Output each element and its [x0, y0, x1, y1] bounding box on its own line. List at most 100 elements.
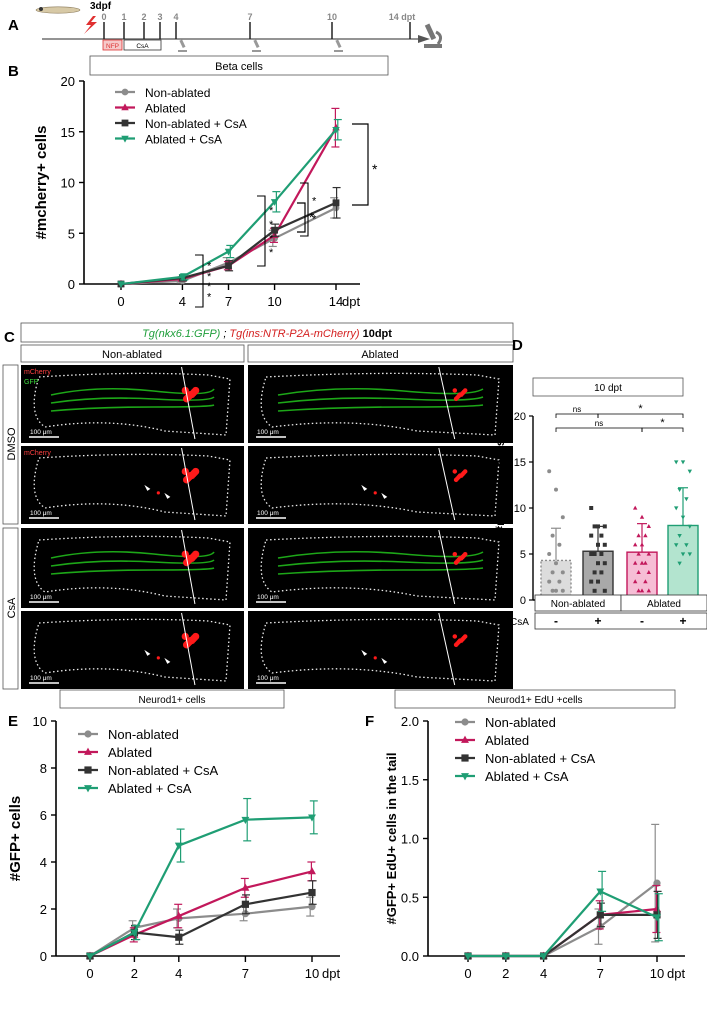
chart-d-y-tick-label: 5 [520, 549, 526, 561]
legend-label: Non-ablated + CsA [485, 751, 596, 766]
data-point [174, 911, 183, 919]
chart-b-x-tick-label: 7 [225, 294, 232, 309]
scatter-point [646, 588, 651, 593]
scatter-point [684, 543, 689, 548]
scatter-point [589, 533, 594, 538]
data-point [271, 226, 278, 234]
scatter-point [589, 579, 594, 584]
chart-d-plot: 0 5 10 15 20 #mCherry+ cells ns * ns * [493, 403, 699, 607]
spacer [536, 405, 538, 407]
mcherry-cluster [186, 472, 195, 480]
panel-letter-d: D [512, 337, 523, 354]
legend-marker [84, 785, 92, 793]
panel-letter-e: E [8, 713, 18, 730]
scatter-point [643, 533, 648, 538]
chart-d-y-tick-label: 15 [514, 457, 526, 469]
csa-box [123, 39, 162, 51]
series-line-ablated [468, 907, 658, 958]
title-separator: ; [223, 328, 226, 340]
legend-marker [461, 773, 469, 781]
mcherry-cluster [452, 634, 458, 639]
gfp-duct-network [50, 404, 215, 412]
scatter-point [674, 543, 679, 548]
legend-label: Non-ablated + CsA [145, 117, 247, 131]
mcherry-cluster [192, 550, 200, 558]
scatter-point [554, 487, 558, 492]
microscope-part [334, 50, 343, 52]
chart-e-y-tick-label: 4 [40, 855, 47, 870]
microscope-part [335, 39, 342, 49]
scatter-point [599, 533, 604, 538]
title-mcherry-line: Tg(ins:NTR-P2A-mCherry) [229, 328, 360, 340]
scatter-point [557, 542, 562, 547]
small-microscope-icon [178, 39, 187, 52]
chart-f-y-tick-label: 1.0 [401, 832, 419, 847]
panel-c-title-box [20, 322, 514, 343]
legend-label: Non-ablated + CsA [108, 763, 219, 778]
tissue-outline [260, 453, 500, 517]
chart-f-plot: 0.0 0.5 1.0 1.5 2.0 0 2 4 7 10 dpt #GFP+ EdU+ cells… [384, 714, 685, 981]
mcherry-cluster [452, 388, 458, 393]
chart-f-y-label: #GFP+ EdU+ cells in the tail [384, 753, 399, 925]
legend-label: Ablated [485, 733, 529, 748]
scatter-point [547, 552, 552, 556]
data-point [332, 199, 340, 207]
series-line-non-ablated-csa [89, 891, 313, 957]
arrowhead-icon [164, 657, 171, 664]
legend-label: Ablated [145, 102, 186, 116]
comparison-label: * [638, 403, 643, 415]
comparison-label: ns [595, 419, 603, 428]
timeline-tick-label: 2 [141, 12, 146, 22]
small-microscope-icon [334, 39, 343, 52]
microscope-icon [424, 23, 443, 48]
micro-panel-1-1: 100 μm [248, 446, 513, 524]
comparison-label: ns [573, 405, 581, 414]
bar-0 [540, 559, 572, 601]
comparison-bracket [555, 413, 599, 418]
scatter-point [680, 552, 686, 557]
data-point [241, 883, 250, 891]
data-point [539, 953, 548, 961]
small-microscope-icon [252, 39, 261, 52]
micro-panel-3-0: 100 μm [21, 611, 244, 689]
data-point [225, 262, 232, 270]
chart-f-y-tick-label: 0.5 [401, 890, 419, 905]
chart-e-y-tick-label: 2 [40, 902, 47, 917]
gfp-duct-network [50, 559, 215, 567]
scatter-point [643, 579, 648, 584]
chart-f-title-box [394, 689, 676, 709]
significance-bracket [300, 182, 309, 237]
scatter-point [633, 542, 638, 547]
significance-bracket [352, 123, 369, 206]
csa-sign: - [640, 614, 644, 628]
scatter-point [643, 560, 648, 565]
legend-marker [84, 766, 92, 774]
significance-star: * [207, 281, 212, 293]
micro-background [21, 365, 244, 443]
series-line-non-ablated [468, 882, 658, 958]
arrowhead-icon [381, 492, 388, 499]
arrowhead-icon [361, 484, 368, 491]
legend-label: Ablated + CsA [145, 133, 222, 147]
chart-b-y-tick-label: 0 [68, 277, 75, 292]
mcherry-cell [373, 656, 377, 660]
significance-bracket [257, 195, 266, 267]
row-label-box-dmso [2, 364, 19, 525]
scatter-point [596, 579, 600, 584]
micro-panel-2-0: 100 μm [21, 528, 244, 608]
scale-bar-label: 100 μm [30, 594, 52, 601]
tissue-outline [260, 372, 500, 436]
panel-a: A 3dpf 0 1 2 3 4 7 10 14 dpt NFP CsA [8, 1, 443, 52]
data-point [174, 842, 183, 850]
scatter-point [550, 533, 555, 538]
micro-background [21, 611, 244, 689]
scatter-point [602, 524, 607, 529]
scatter-point [592, 552, 597, 556]
legend-marker [84, 747, 92, 755]
chart-b-x-tick-label: 10 [267, 294, 281, 309]
scatter-point [674, 506, 679, 511]
scatter-point [592, 570, 597, 575]
arrowhead-icon [361, 649, 368, 656]
